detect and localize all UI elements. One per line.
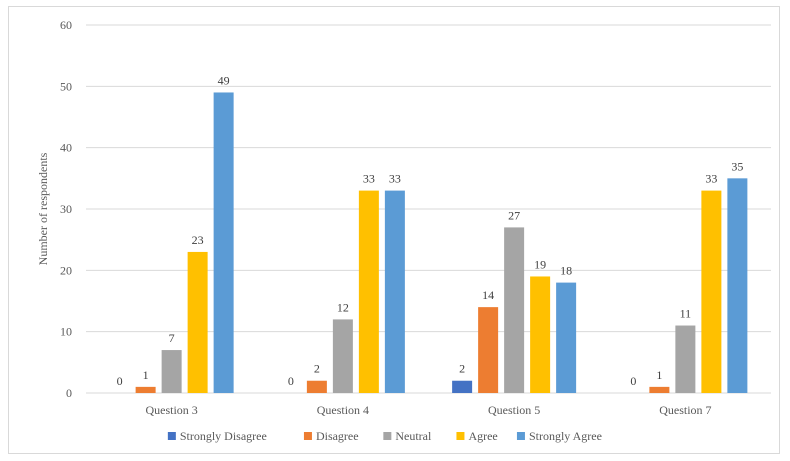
category-label: Question 4 [317,403,369,417]
y-tick-label: 30 [60,202,72,216]
y-tick-label: 0 [66,386,72,400]
data-label: 2 [459,362,465,376]
data-label: 0 [117,374,123,388]
bar [478,307,499,393]
data-label: 0 [630,374,636,388]
data-label: 11 [680,307,692,321]
data-label: 1 [656,368,662,382]
legend-label: Agree [468,429,497,443]
data-label: 33 [705,172,717,186]
data-label: 33 [389,172,401,186]
data-label: 19 [534,257,546,271]
bar [675,325,696,393]
data-label: 12 [337,300,349,314]
data-label: 2 [314,362,320,376]
category-label: Question 3 [145,403,197,417]
y-tick-label: 20 [60,263,72,277]
legend: Strongly Disagree Disagree Neutral Agree Str… [167,429,602,443]
legend-label: Strongly Agree [529,429,602,443]
legend-swatch [167,432,176,440]
bar [384,190,405,393]
bar [332,319,353,393]
bar [358,190,379,393]
data-label: 18 [560,264,572,278]
legend-swatch [456,432,465,440]
data-label: 27 [508,208,520,222]
bars [135,92,748,393]
data-label: 0 [288,374,294,388]
data-label: 49 [218,73,230,87]
legend-swatch [516,432,525,440]
bar [306,380,327,393]
data-label: 23 [192,233,204,247]
bar [135,386,156,393]
bar [187,251,208,393]
data-label: 35 [731,159,743,173]
data-label: 14 [482,288,494,302]
legend-item: Strongly Disagree [167,429,267,443]
y-tick-label: 40 [60,141,72,155]
y-axis-ticks: 0 10 20 30 40 50 60 [60,18,72,400]
y-tick-label: 50 [60,79,72,93]
legend-label: Strongly Disagree [180,429,267,443]
legend-item: Agree [456,429,498,443]
bar [504,227,525,393]
category-labels: Question 3 Question 4 Question 5 Question 7 [145,403,711,417]
legend-item: Disagree [303,429,359,443]
legend-label: Neutral [395,429,432,443]
y-axis-label: Number of respondents [36,152,50,265]
bar [213,92,234,393]
data-label: 7 [169,331,175,345]
category-label: Question 5 [488,403,540,417]
bar [161,350,182,393]
data-label: 1 [143,368,149,382]
legend-item: Strongly Agree [516,429,602,443]
bar [727,178,748,393]
bar [530,276,551,393]
bar [556,282,577,393]
legend-swatch [303,432,312,440]
bar [701,190,722,393]
bar [452,380,473,393]
legend-label: Disagree [316,429,359,443]
y-tick-label: 60 [60,18,72,32]
bar [649,386,670,393]
legend-item: Neutral [383,429,432,443]
legend-swatch [383,432,392,440]
y-tick-label: 10 [60,325,72,339]
data-label: 33 [363,172,375,186]
category-label: Question 7 [659,403,711,417]
